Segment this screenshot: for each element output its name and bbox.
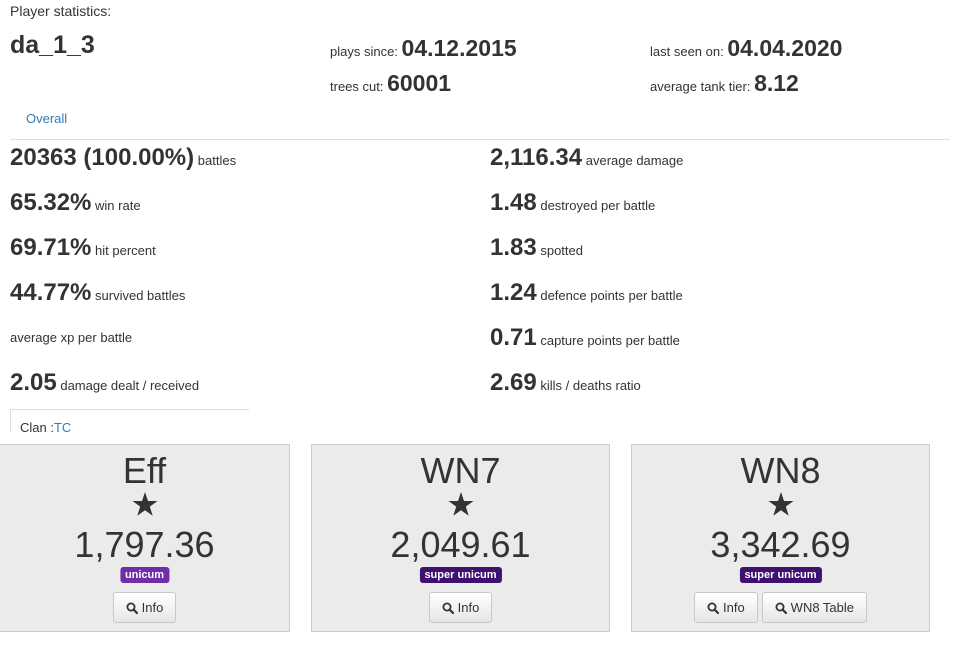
rating-card: WN8 3,342.69 super unicum Info WN8 Table xyxy=(631,444,930,632)
rating-badge: unicum xyxy=(119,567,170,583)
info-value: 04.12.2015 xyxy=(401,35,517,61)
rating-name: WN7 xyxy=(420,450,501,491)
stat-value: 1.24 xyxy=(490,279,537,306)
stat-value: 2.69 xyxy=(490,369,537,396)
star-icon xyxy=(768,492,793,516)
stat-value: 2,116.34 xyxy=(490,144,583,171)
button-label: Info xyxy=(141,600,164,615)
search-icon xyxy=(442,602,454,614)
stat-label: damage dealt / received xyxy=(60,378,200,393)
header-info: average tank tier: 8.12 xyxy=(650,70,799,97)
stat-value: 0.71 xyxy=(490,324,537,351)
tab[interactable]: Overall xyxy=(26,111,68,126)
stat-row: 2.69 kills / deaths ratio xyxy=(490,368,641,398)
search-icon xyxy=(775,602,787,614)
stat-label: average damage xyxy=(585,153,684,168)
button[interactable]: Info xyxy=(112,592,177,623)
info-label: average tank tier: xyxy=(650,79,751,94)
info-label: plays since: xyxy=(330,44,398,59)
button-label: WN8 Table xyxy=(790,600,855,615)
clan-box: Clan :TC xyxy=(10,409,249,432)
info-value: 8.12 xyxy=(754,70,799,96)
stat-value: 1.48 xyxy=(490,189,537,216)
search-icon xyxy=(126,602,138,614)
stat-row: average xp per battle xyxy=(10,323,132,353)
rating-value: 1,797.36 xyxy=(74,524,215,565)
rating-badge: super unicum xyxy=(419,567,502,583)
button-group: Info xyxy=(0,592,289,623)
stat-row: 1.24 defence points per battle xyxy=(490,278,683,308)
header-info: trees cut: 60001 xyxy=(330,70,451,97)
button-group: Info WN8 Table xyxy=(632,592,929,623)
stat-value: 44.77% xyxy=(10,279,92,306)
header-info: plays since: 04.12.2015 xyxy=(330,35,517,62)
clan-link[interactable]: TC xyxy=(53,420,72,432)
info-label: last seen on: xyxy=(650,44,724,59)
stat-value: 69.71% xyxy=(10,234,92,261)
star-icon xyxy=(132,492,157,516)
info-value: 04.04.2020 xyxy=(727,35,843,61)
rating-value: 2,049.61 xyxy=(390,524,531,565)
info-value: 60001 xyxy=(387,70,452,96)
stat-row: 2,116.34 average damage xyxy=(490,143,683,173)
rating-badge: super unicum xyxy=(739,567,822,583)
stat-label: win rate xyxy=(95,198,141,213)
stat-row: 1.48 destroyed per battle xyxy=(490,188,655,218)
stat-label: destroyed per battle xyxy=(540,198,656,213)
stat-row: 65.32% win rate xyxy=(10,188,141,218)
section-label: Player statistics: xyxy=(10,3,112,19)
rating-card: WN7 2,049.61 super unicum Info xyxy=(311,444,610,632)
clan-label: Clan : xyxy=(20,420,54,432)
stat-label: capture points per battle xyxy=(540,333,680,348)
rating-name: WN8 xyxy=(740,450,821,491)
button[interactable]: WN8 Table xyxy=(761,592,868,623)
header-info: last seen on: 04.04.2020 xyxy=(650,35,842,62)
stat-row: 44.77% survived battles xyxy=(10,278,185,308)
stat-label: kills / deaths ratio xyxy=(540,378,641,393)
rating-name: Eff xyxy=(122,450,167,491)
rating-card: Eff 1,797.36 unicum Info xyxy=(0,444,290,632)
button-label: Info xyxy=(457,600,480,615)
stat-label: battles xyxy=(197,153,237,168)
clan: Clan :TC xyxy=(20,420,71,432)
player-name: da_1_3 xyxy=(10,31,95,59)
button[interactable]: Info xyxy=(428,592,493,623)
stat-row: 2.05 damage dealt / received xyxy=(10,368,199,398)
stat-label: spotted xyxy=(540,243,583,258)
button-group: Info xyxy=(312,592,609,623)
stat-label: survived battles xyxy=(95,288,186,303)
stat-value: 1.83 xyxy=(490,234,537,261)
search-icon xyxy=(707,602,719,614)
divider xyxy=(10,139,950,140)
button[interactable]: Info xyxy=(693,592,758,623)
star-icon xyxy=(448,492,473,516)
button-label: Info xyxy=(722,600,745,615)
stat-label: defence points per battle xyxy=(540,288,683,303)
info-label: trees cut: xyxy=(330,79,384,94)
stat-row: 1.83 spotted xyxy=(490,233,583,263)
stat-label: hit percent xyxy=(95,243,156,258)
stat-value: 65.32% xyxy=(10,189,92,216)
stat-value: 2.05 xyxy=(10,369,57,396)
stat-row: 69.71% hit percent xyxy=(10,233,156,263)
stat-row: 0.71 capture points per battle xyxy=(490,323,680,353)
stat-label: average xp per battle xyxy=(10,330,133,345)
rating-value: 3,342.69 xyxy=(710,524,851,565)
stat-row: 20363 (100.00%) battles xyxy=(10,143,236,173)
stat-value: 20363 (100.00%) xyxy=(10,144,195,171)
